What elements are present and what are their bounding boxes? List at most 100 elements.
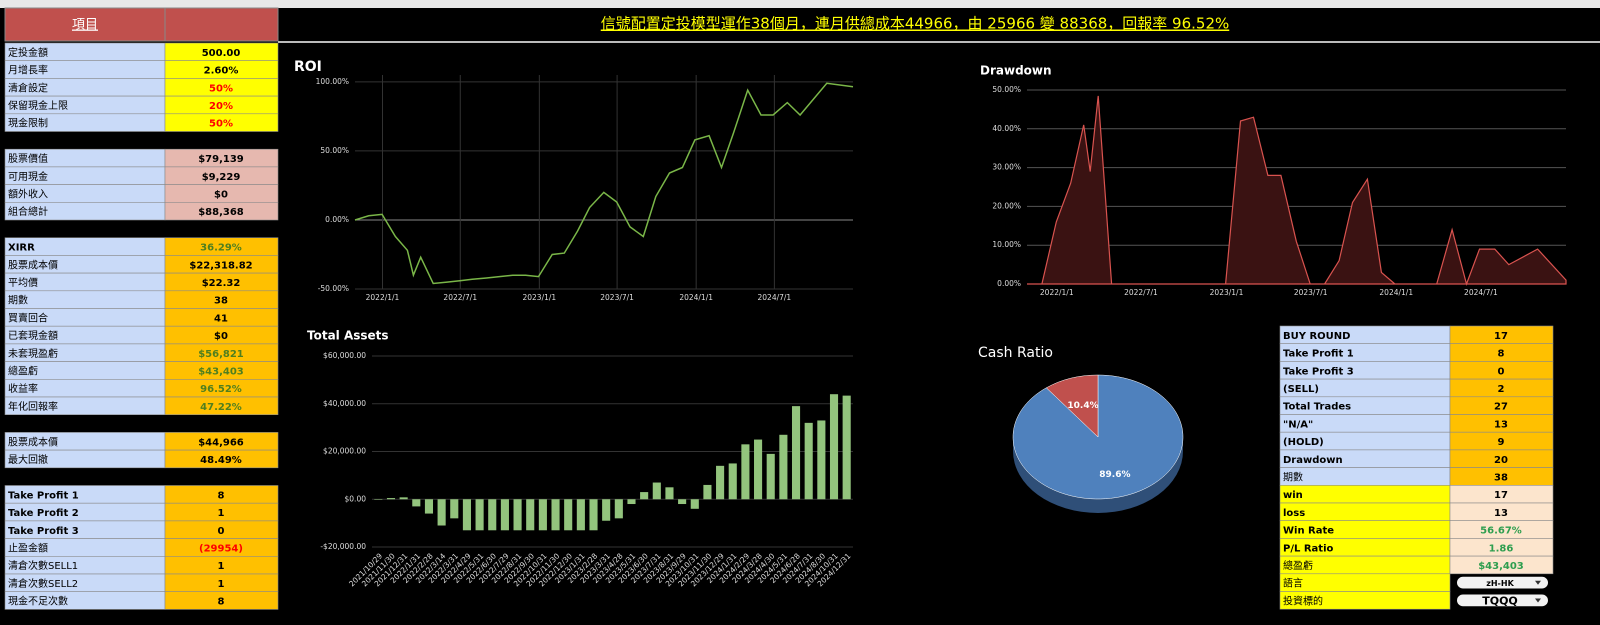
value-cell <box>164 113 279 132</box>
row-label: 清倉次數SELL2 <box>8 577 78 590</box>
row-label: XIRR <box>8 243 35 254</box>
x-tick-label: 2023/7/1 <box>1294 288 1328 297</box>
row-value: 20 <box>1494 455 1508 466</box>
bar <box>804 422 813 500</box>
row-value: $79,139 <box>198 154 244 165</box>
row-value: 8 <box>218 597 225 608</box>
bar <box>842 395 851 500</box>
y-tick-label: 30.00% <box>992 163 1021 172</box>
row-label: loss <box>1283 508 1305 519</box>
dropdown-value[interactable]: zH-HK <box>1486 579 1514 588</box>
x-tick-label: 2024/7/1 <box>758 293 792 302</box>
row-label: 清倉次數SELL1 <box>8 559 78 572</box>
row-value: $88,368 <box>198 207 244 218</box>
banner: 信號配置定投模型運作38個月，連月供總成本44966，由 25966 變 883… <box>601 15 1230 33</box>
row-value: 1 <box>218 561 225 572</box>
x-tick-label: 2023/1/1 <box>522 293 556 302</box>
bar <box>829 394 839 500</box>
row-label: 投資標的 <box>1283 594 1323 607</box>
dropdown-arrow[interactable] <box>1535 580 1541 585</box>
row-value: $9,229 <box>202 172 241 183</box>
row-value: 8 <box>1498 349 1505 360</box>
bar <box>551 499 560 531</box>
row-label: 清倉設定 <box>8 81 48 94</box>
row-label: 保留現金上限 <box>8 99 68 112</box>
bar <box>652 482 661 500</box>
row-label: 總盈虧 <box>1283 559 1313 572</box>
row-value: $0 <box>214 331 228 342</box>
row-label: Total Trades <box>1283 402 1351 413</box>
row-value: 1 <box>218 579 225 590</box>
row-value: $43,403 <box>1478 561 1524 572</box>
row-label: 組合總計 <box>8 205 48 218</box>
bar <box>538 499 547 531</box>
row-label: "N/A" <box>1283 419 1313 430</box>
chart-title: Drawdown <box>980 64 1052 78</box>
chart-title: Total Assets <box>307 329 389 343</box>
row-label: BUY ROUND <box>1283 331 1350 342</box>
row-label: 額外收入 <box>8 187 48 200</box>
x-tick-label: 2022/7/1 <box>1124 288 1158 297</box>
row-label: Take Profit 1 <box>8 490 79 501</box>
row-value: 17 <box>1494 490 1508 501</box>
row-label: 買賣回合 <box>8 311 48 324</box>
header-label: 項目 <box>72 18 98 33</box>
x-tick-label: 2022/7/1 <box>443 293 477 302</box>
row-value: 9 <box>1498 437 1505 448</box>
drawdown-area <box>1027 95 1567 286</box>
value-cell <box>164 396 279 416</box>
row-value: 50% <box>209 119 233 130</box>
header-cell <box>164 7 279 42</box>
row-value: $0 <box>214 189 228 200</box>
bar <box>779 434 788 500</box>
bar <box>703 484 712 500</box>
y-tick-label: 0.00% <box>997 279 1021 288</box>
slice-label: 89.6% <box>1099 470 1130 480</box>
row-value: 38 <box>214 296 228 307</box>
y-tick-label: 20.00% <box>992 201 1021 210</box>
bar <box>678 499 687 505</box>
row-label: Take Profit 3 <box>8 526 79 537</box>
row-label: 收益率 <box>8 382 38 395</box>
divider <box>278 41 1600 43</box>
column-strip <box>0 0 1600 8</box>
label-cell <box>1279 591 1451 610</box>
y-tick-label: $40,000.00 <box>323 399 366 408</box>
x-tick-label: 2023/1/1 <box>1210 288 1244 297</box>
row-value: $43,403 <box>198 366 244 377</box>
pie-slice <box>1045 374 1099 438</box>
bar <box>437 499 446 526</box>
dropdown[interactable] <box>1457 594 1548 607</box>
bar <box>716 465 725 500</box>
roi-line <box>354 82 854 285</box>
row-label: 語言 <box>1283 577 1303 590</box>
y-tick-label: 100.00% <box>316 77 349 86</box>
label-cell <box>1279 573 1451 592</box>
row-label: 現金限制 <box>8 117 48 130</box>
label-cell <box>1279 502 1451 522</box>
y-tick-label: -$20,000.00 <box>320 542 366 551</box>
dropdown-arrow[interactable] <box>1535 598 1541 603</box>
y-tick-label: 0.00% <box>325 215 349 224</box>
dropdown-value[interactable]: TQQQ <box>1482 594 1518 607</box>
bar <box>589 499 598 531</box>
bar <box>741 444 750 500</box>
row-value: 8 <box>218 490 225 501</box>
row-value: $56,821 <box>198 349 244 360</box>
row-label: Win Rate <box>1283 526 1334 537</box>
value-cell <box>164 591 279 610</box>
row-value: 17 <box>1494 331 1508 342</box>
row-label: 總盈虧 <box>8 364 38 377</box>
bar <box>399 497 408 500</box>
row-label: 最大回撤 <box>8 453 48 466</box>
row-label: Take Profit 3 <box>1283 366 1354 377</box>
row-label: 年化回報率 <box>8 400 58 413</box>
dropdown[interactable] <box>1457 576 1548 589</box>
row-label: (SELL) <box>1283 384 1319 395</box>
y-tick-label: 40.00% <box>992 124 1021 133</box>
label-cell <box>1279 484 1451 504</box>
row-value: 47.22% <box>200 402 242 413</box>
row-value: 38 <box>1494 472 1508 483</box>
row-value: 1 <box>218 508 225 519</box>
row-label: 未套現盈虧 <box>8 347 58 360</box>
